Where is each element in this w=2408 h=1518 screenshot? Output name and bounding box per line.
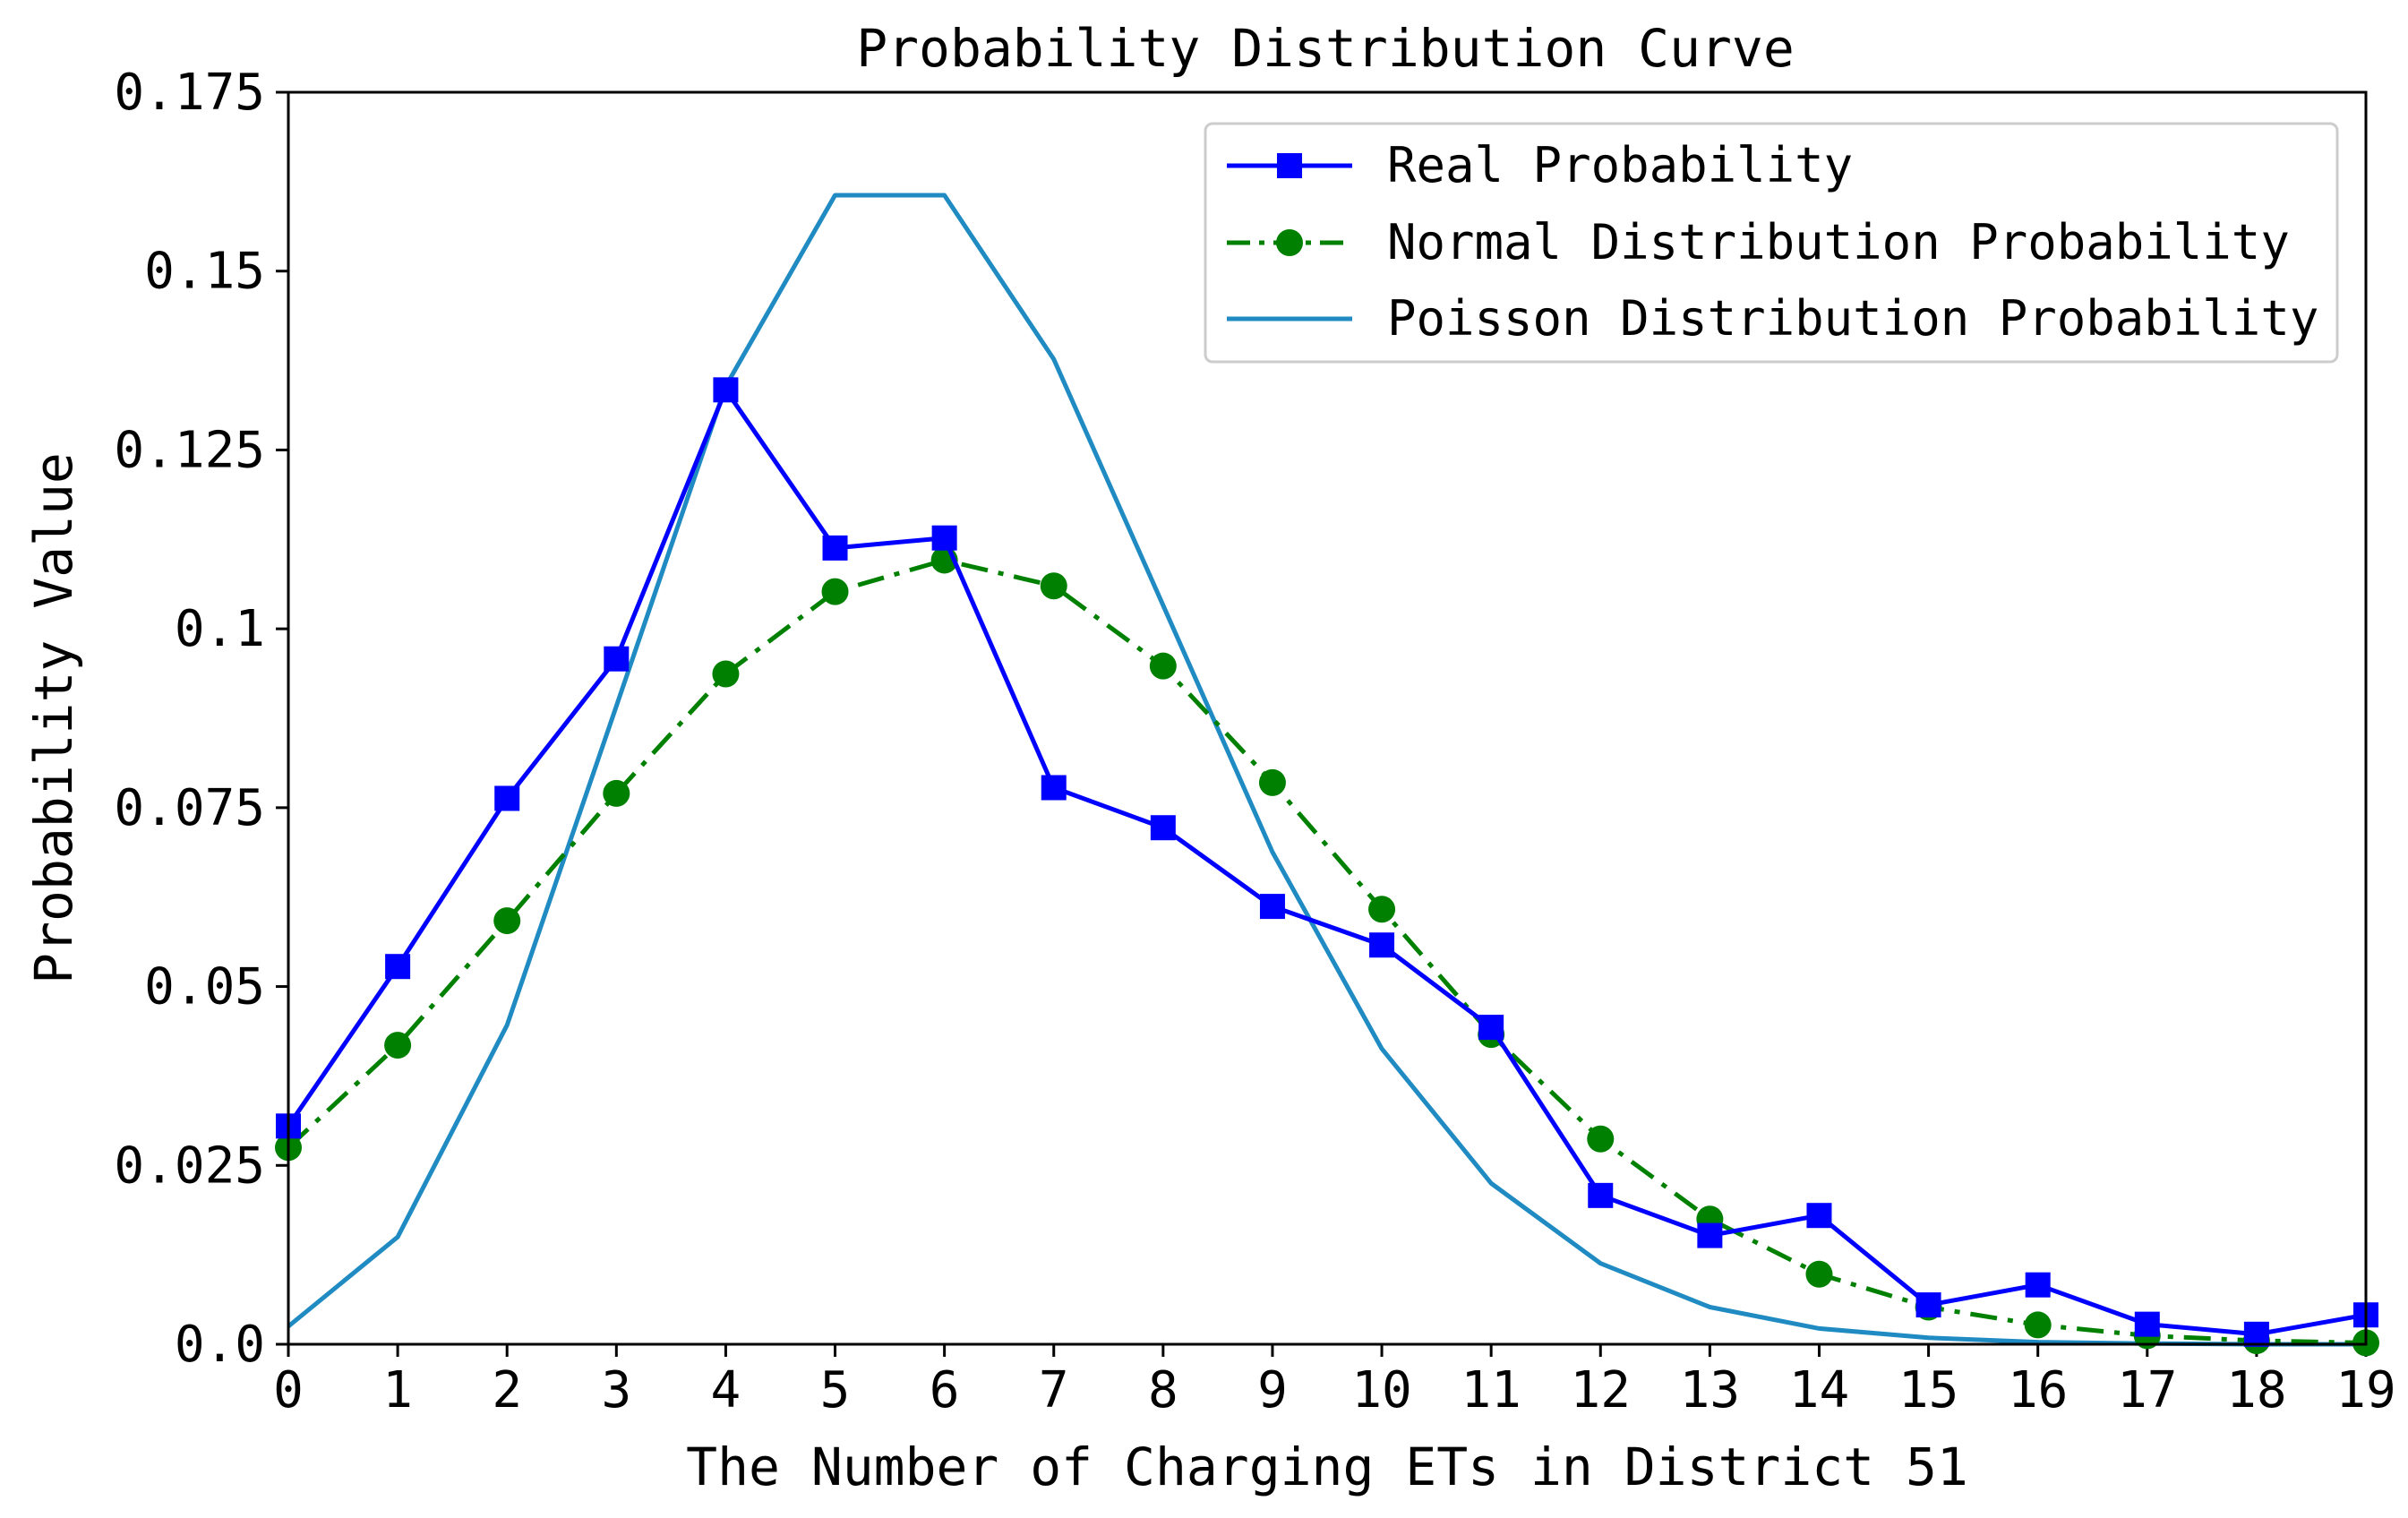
x-tick-label: 3 (601, 1361, 631, 1419)
series-line (286, 387, 2367, 1337)
data-point-square (385, 954, 411, 980)
x-tick-label: 7 (1039, 1361, 1069, 1419)
x-tick-label: 16 (2008, 1361, 2068, 1419)
y-tick-label: 0.175 (114, 64, 265, 122)
series-poisson-distribution-probability (287, 193, 2366, 1347)
legend-marker-circle (1276, 229, 1303, 256)
y-axis-label: Probability Value (23, 452, 84, 984)
data-point-square (2243, 1321, 2269, 1347)
y-tick-label: 0.075 (114, 779, 265, 837)
data-point-square (931, 525, 957, 551)
data-point-square (1041, 775, 1067, 801)
data-point-square (494, 785, 520, 811)
legend-entry: Poisson Distribution Probability (1227, 290, 2318, 347)
x-tick-label: 9 (1257, 1361, 1288, 1419)
data-point-square (2025, 1272, 2051, 1298)
data-point-square (604, 646, 630, 672)
data-point-square (1369, 932, 1395, 958)
data-point-circle (603, 779, 630, 807)
series-line (287, 193, 2366, 1347)
data-point-square (822, 535, 848, 561)
data-point-square (1150, 815, 1176, 841)
legend-marker-square (1277, 153, 1302, 178)
x-tick-label: 13 (1680, 1361, 1740, 1419)
data-point-circle (1258, 768, 1286, 796)
data-point-circle (1040, 572, 1067, 600)
data-point-circle (493, 907, 521, 935)
data-point-square (713, 377, 739, 403)
data-point-square (2134, 1311, 2160, 1337)
data-point-circle (712, 660, 740, 688)
legend-entries: Real Probability Normal Distribution Prob… (1227, 137, 2318, 347)
series-layer (275, 193, 2379, 1357)
x-tick-label: 1 (382, 1361, 413, 1419)
x-tick-label: 11 (1461, 1361, 1521, 1419)
data-point-circle (821, 578, 849, 605)
x-tick-label: 17 (2117, 1361, 2177, 1419)
legend-label: Normal Distribution Probability (1387, 214, 2290, 270)
chart-title: Probability Distribution Curve (856, 18, 1795, 79)
y-tick-label: 0.025 (114, 1136, 265, 1195)
y-tick-label: 0.0 (175, 1316, 265, 1374)
x-tick-label: 19 (2335, 1361, 2395, 1419)
legend-entry: Real Probability (1227, 137, 1853, 193)
y-tick-label: 0.15 (144, 243, 265, 301)
y-tick-label: 0.1 (175, 600, 265, 658)
x-tick-label: 2 (492, 1361, 522, 1419)
data-point-square (1697, 1222, 1723, 1248)
data-point-square (1478, 1015, 1504, 1041)
data-point-circle (1149, 652, 1177, 680)
x-tick-label: 0 (273, 1361, 304, 1419)
data-point-circle (384, 1032, 412, 1059)
x-tick-label: 12 (1571, 1361, 1631, 1419)
legend-box (1204, 122, 2339, 364)
x-tick-label: 10 (1351, 1361, 1411, 1419)
data-point-circle (1368, 896, 1396, 923)
y-tick-label: 0.125 (114, 421, 265, 479)
data-point-circle (2024, 1311, 2052, 1339)
x-tick-label: 4 (711, 1361, 741, 1419)
legend: Real Probability Normal Distribution Prob… (1204, 122, 2339, 364)
plot-frame (287, 90, 2368, 1346)
data-point-circle (1587, 1125, 1615, 1153)
data-point-square (1806, 1203, 1832, 1229)
y-tick-label: 0.05 (144, 958, 265, 1016)
y-axis-ticks: 0.0 0.025 0.05 0.075 0.1 0.125 0.15 0.175 (114, 64, 288, 1374)
x-tick-label: 15 (1898, 1361, 1958, 1419)
series-real-probability (276, 377, 2378, 1347)
data-point-square (1915, 1292, 1941, 1318)
x-axis-ticks: 0 1 2 3 4 5 6 7 8 9 10 11 12 13 14 15 16 17 18 19 (273, 1344, 2396, 1419)
series-line (287, 558, 2367, 1345)
legend-label: Real Probability (1387, 137, 1853, 193)
x-tick-label: 14 (1789, 1361, 1849, 1419)
data-point-square (1259, 894, 1285, 920)
legend-entry: Normal Distribution Probability (1227, 214, 2290, 270)
x-tick-label: 8 (1148, 1361, 1178, 1419)
data-point-circle (1805, 1260, 1833, 1288)
x-tick-label: 18 (2226, 1361, 2286, 1419)
x-tick-label: 5 (820, 1361, 851, 1419)
x-tick-label: 6 (930, 1361, 960, 1419)
x-axis-label: The Number of Charging ETs in District 5… (686, 1437, 1968, 1497)
legend-label: Poisson Distribution Probability (1387, 290, 2318, 347)
data-point-square (1588, 1182, 1614, 1208)
